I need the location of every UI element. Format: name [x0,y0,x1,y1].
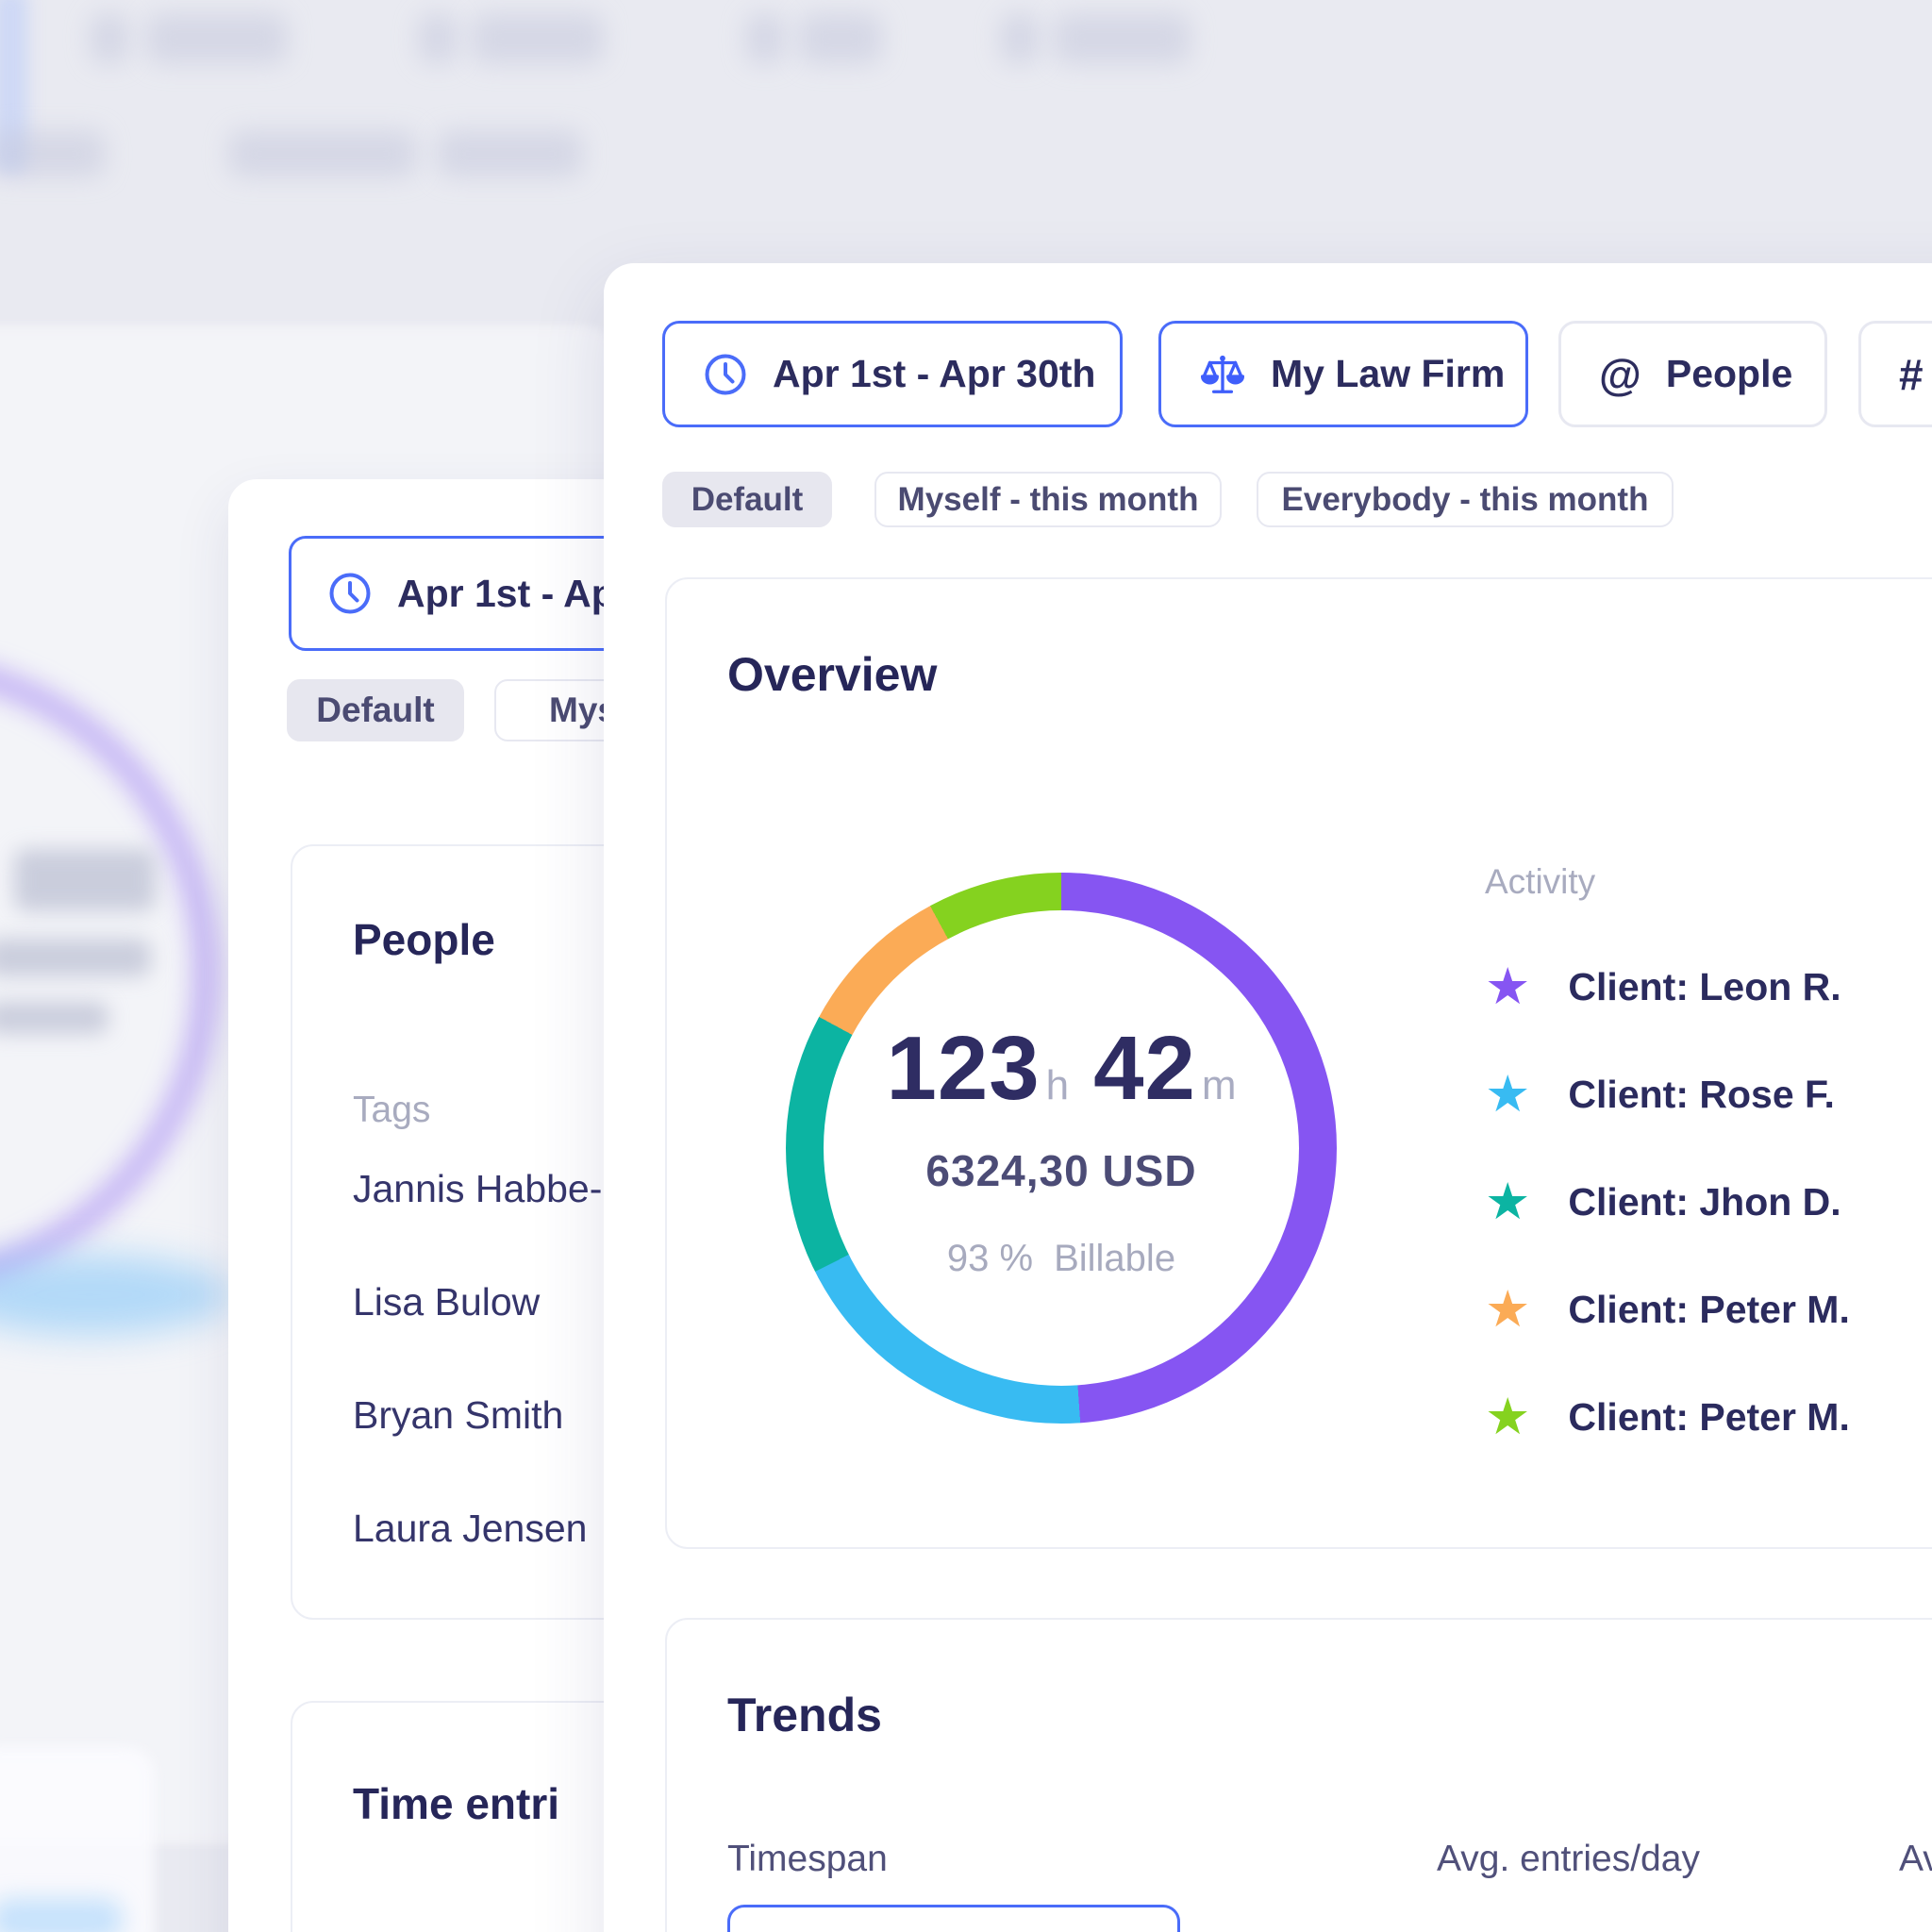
star-icon: ★ [1485,958,1531,1015]
person-list-item[interactable]: Jannis Habbe- [353,1167,603,1210]
scales-icon [1200,355,1245,393]
blurred-chip [228,130,417,177]
blurred-corner-card [0,1747,155,1932]
blurred-tab [146,13,288,64]
hours-unit: h [1045,1061,1070,1108]
person-list-item[interactable]: Bryan Smith [353,1393,564,1437]
preset-chip-default[interactable]: Default [662,472,832,527]
tags-label: Tags [353,1090,431,1130]
blurred-tab [1054,13,1191,64]
preset-chip-default-left[interactable]: Default [287,679,464,741]
column-avg-entries: Avg. entries/day [1437,1839,1700,1879]
blurred-tab-icon [1000,13,1040,64]
person-list-item[interactable]: Laura Jensen [353,1507,588,1550]
tags-filter-button[interactable]: # [1858,321,1932,427]
overview-title: Overview [727,648,938,701]
people-filter-button[interactable]: @ People [1558,321,1827,427]
preset-chip-myself[interactable]: Myself - this month [874,472,1222,527]
total-amount: 6324,30 USD [925,1145,1197,1195]
billable-caption: Billable [1054,1237,1176,1279]
law-firm-filter-button[interactable]: My Law Firm [1158,321,1528,427]
column-avg-partial: Avg [1899,1839,1932,1879]
blurred-tab [799,13,882,64]
blurred-stat-text [14,849,156,911]
blurred-text-line [0,1002,108,1034]
blurred-tab-icon [745,13,785,64]
legend-item-client-leon[interactable]: ★ Client: Leon R. [1485,958,1841,1015]
preset-chip-everybody[interactable]: Everybody - this month [1257,472,1674,527]
legend-item-client-peter-green[interactable]: ★ Client: Peter M. [1485,1389,1850,1445]
total-time: 123 h 42 m [886,1017,1236,1121]
blurred-corner-accent [0,1898,123,1932]
date-range-button[interactable]: Apr 1st - Apr 30th [662,321,1123,427]
legend-item-client-rose[interactable]: ★ Client: Rose F. [1485,1066,1835,1123]
star-icon: ★ [1485,1281,1531,1338]
time-entries-title: Time entri [353,1779,559,1828]
blurred-tab-icon [90,13,129,64]
report-card: Apr 1st - Apr 30th My Law Firm @ People … [604,263,1932,1932]
star-icon: ★ [1485,1174,1531,1230]
blurred-tab-icon [418,13,458,64]
date-range-label: Apr 1st - Apr 30th [773,352,1096,395]
billable-value: 93 % [946,1237,1034,1279]
activity-label: Activity [1485,862,1596,901]
overview-panel: Overview 123 h 42 m 6324,30 USD 93 % Bil… [665,577,1932,1549]
column-timespan: Timespan [727,1839,888,1879]
total-minutes: 42 [1093,1017,1196,1119]
legend-item-client-jhon[interactable]: ★ Client: Jhon D. [1485,1174,1841,1230]
blurred-chip [0,130,106,177]
date-range-label: Apr 1st - Apr [397,571,630,615]
billable-donut-chart: 123 h 42 m 6324,30 USD 93 % Billable [786,873,1337,1424]
billable-percent: 93 % Billable [947,1238,1175,1280]
star-icon: ★ [1485,1066,1531,1123]
trends-title: Trends [727,1689,882,1741]
legend-item-client-peter-orange[interactable]: ★ Client: Peter M. [1485,1281,1850,1338]
clock-icon [329,573,371,614]
law-firm-label: My Law Firm [1271,352,1506,395]
star-icon: ★ [1485,1389,1531,1445]
people-filter-label: People [1665,352,1793,395]
minutes-unit: m [1201,1061,1237,1108]
blurred-chip [437,130,583,177]
blurred-blue-arc [0,1255,231,1335]
trends-panel: Trends Timespan Avg. entries/day Avg [665,1618,1932,1932]
person-list-item[interactable]: Lisa Bulow [353,1280,541,1324]
blurred-text-line [0,939,151,976]
clock-icon [705,354,746,394]
people-panel-title: People [353,915,495,964]
hash-icon: # [1899,349,1924,399]
timespan-dropdown[interactable] [727,1905,1180,1932]
blurred-tab [472,13,604,64]
donut-center: 123 h 42 m 6324,30 USD 93 % Billable [824,910,1299,1386]
total-hours: 123 [886,1017,1041,1119]
activity-legend: Activity ★ Client: Leon R. ★ Client: Ros… [1485,862,1850,1445]
at-icon: @ [1599,349,1641,399]
